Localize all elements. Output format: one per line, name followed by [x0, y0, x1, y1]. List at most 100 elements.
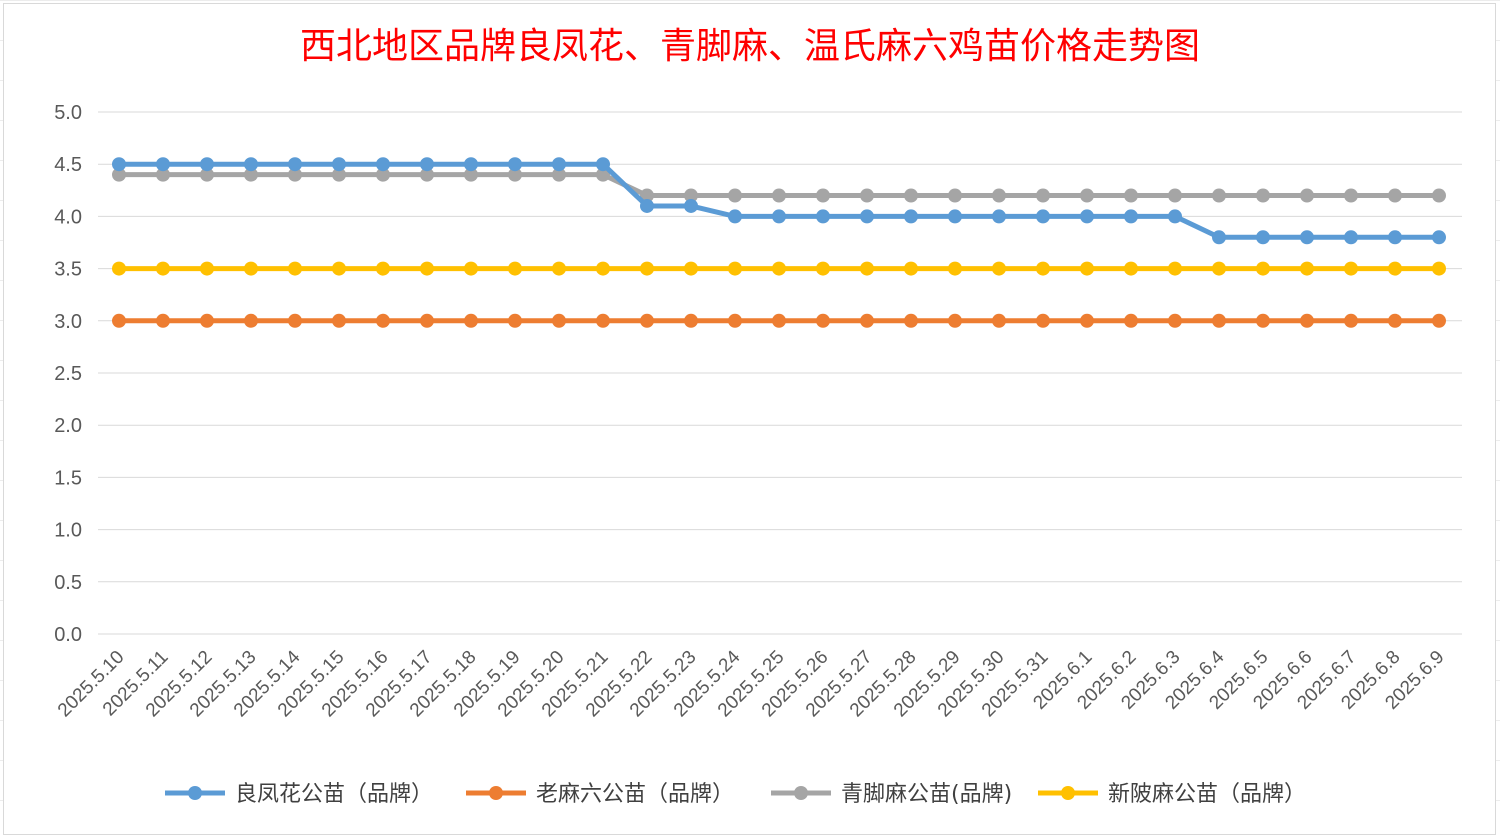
data-point: [860, 261, 874, 276]
data-point: [552, 167, 566, 182]
data-point: [508, 167, 522, 182]
legend-label: 青脚麻公苗(品牌): [841, 782, 1012, 807]
data-point: [200, 261, 214, 276]
data-point: [332, 313, 346, 328]
data-point: [1168, 313, 1182, 328]
data-point: [860, 188, 874, 203]
data-point: [420, 261, 434, 276]
data-point: [376, 157, 390, 172]
data-point: [992, 209, 1006, 224]
data-point: [948, 261, 962, 276]
chart-title: 西北地区品牌良凤花、青脚麻、温氏麻六鸡苗价格走势图: [299, 26, 1200, 67]
data-point: [860, 209, 874, 224]
data-point: [640, 313, 654, 328]
data-point: [1300, 188, 1314, 203]
data-point: [244, 167, 258, 182]
legend-marker-icon: [489, 786, 503, 800]
data-point: [420, 167, 434, 182]
data-point: [684, 313, 698, 328]
data-point: [728, 188, 742, 203]
data-point: [244, 261, 258, 276]
legend-item: 良凤花公苗（品牌）: [165, 782, 433, 807]
data-point: [728, 313, 742, 328]
legend-label: 新陂麻公苗（品牌）: [1108, 782, 1306, 807]
data-point: [1300, 313, 1314, 328]
y-tick-label: 2.5: [54, 363, 82, 385]
data-point: [1432, 188, 1446, 203]
y-tick-label: 3.5: [54, 259, 82, 281]
data-point: [1388, 188, 1402, 203]
data-point: [552, 313, 566, 328]
data-point: [1168, 209, 1182, 224]
data-point: [1080, 188, 1094, 203]
y-tick-label: 3.0: [54, 311, 82, 333]
data-point: [464, 261, 478, 276]
data-point: [244, 313, 258, 328]
data-point: [156, 167, 170, 182]
data-point: [200, 167, 214, 182]
data-point: [332, 167, 346, 182]
data-point: [332, 261, 346, 276]
data-point: [552, 157, 566, 172]
data-point: [1124, 261, 1138, 276]
data-point: [156, 313, 170, 328]
data-point: [1300, 230, 1314, 245]
data-point: [464, 157, 478, 172]
data-point: [1256, 230, 1270, 245]
data-point: [1256, 313, 1270, 328]
data-point: [200, 313, 214, 328]
data-point: [816, 313, 830, 328]
y-tick-label: 1.5: [54, 467, 82, 489]
data-point: [948, 209, 962, 224]
data-point: [992, 261, 1006, 276]
legend-item: 新陂麻公苗（品牌）: [1038, 782, 1306, 807]
data-point: [112, 261, 126, 276]
data-point: [200, 157, 214, 172]
data-point: [1344, 261, 1358, 276]
data-point: [1300, 261, 1314, 276]
data-point: [464, 167, 478, 182]
data-point: [376, 313, 390, 328]
data-point: [904, 209, 918, 224]
data-point: [860, 313, 874, 328]
data-point: [288, 157, 302, 172]
data-point: [1256, 188, 1270, 203]
data-point: [1344, 230, 1358, 245]
y-tick-label: 5.0: [54, 102, 82, 124]
data-point: [684, 261, 698, 276]
y-tick-label: 1.0: [54, 520, 82, 542]
data-point: [772, 313, 786, 328]
data-point: [948, 188, 962, 203]
chart-area[interactable]: [3, 3, 1496, 835]
data-point: [1212, 230, 1226, 245]
data-point: [1388, 230, 1402, 245]
y-tick-label: 0.0: [54, 624, 82, 646]
legend-marker-icon: [1061, 786, 1075, 800]
data-point: [1344, 188, 1358, 203]
data-point: [288, 167, 302, 182]
data-point: [508, 261, 522, 276]
data-point: [552, 261, 566, 276]
data-point: [376, 167, 390, 182]
data-point: [1124, 188, 1138, 203]
data-point: [596, 313, 610, 328]
data-point: [596, 167, 610, 182]
data-point: [508, 157, 522, 172]
data-point: [1212, 188, 1226, 203]
data-point: [508, 313, 522, 328]
data-point: [684, 198, 698, 213]
data-point: [1036, 188, 1050, 203]
data-point: [1124, 313, 1138, 328]
data-point: [288, 313, 302, 328]
data-point: [1212, 261, 1226, 276]
data-point: [640, 261, 654, 276]
data-point: [904, 188, 918, 203]
series-0: [112, 157, 1446, 245]
data-point: [904, 261, 918, 276]
data-point: [728, 209, 742, 224]
data-point: [596, 261, 610, 276]
data-point: [992, 188, 1006, 203]
data-point: [728, 261, 742, 276]
legend-marker-icon: [794, 786, 808, 800]
